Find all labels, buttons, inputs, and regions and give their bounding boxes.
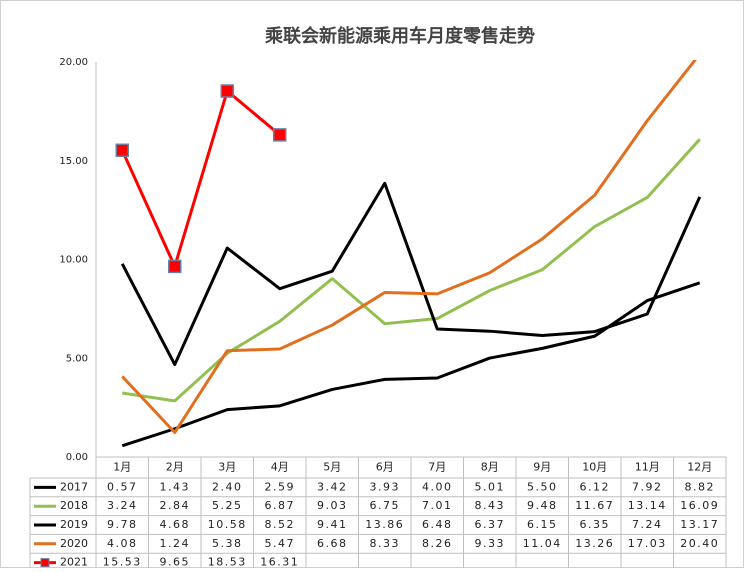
data-label: 2.40 (212, 480, 243, 493)
x-tick-label: 5月 (323, 461, 341, 474)
series-line (122, 138, 701, 403)
x-tick-label: 12月 (687, 461, 712, 474)
data-label: 9.41 (317, 518, 348, 531)
data-label: 20.40 (680, 537, 719, 550)
data-label: 5.38 (212, 537, 243, 550)
data-label: 9.48 (527, 499, 558, 512)
legend-label: 2021 (60, 556, 88, 568)
data-label: 5.47 (265, 537, 296, 550)
series-line (120, 89, 281, 268)
point-marker (220, 84, 234, 98)
data-label: 10.58 (208, 518, 247, 531)
x-tick-label: 4月 (271, 461, 289, 474)
legend-label: 2019 (60, 518, 88, 531)
data-label: 6.15 (527, 518, 558, 531)
x-tick-label: 1月 (113, 461, 131, 474)
data-label: 13.17 (680, 518, 719, 531)
data-label: 8.52 (265, 518, 296, 531)
data-label: 9.03 (317, 499, 348, 512)
data-label: 6.37 (475, 518, 506, 531)
point-marker (273, 128, 287, 142)
series-line (121, 60, 698, 435)
series-line (121, 281, 701, 448)
point-marker (168, 259, 182, 274)
data-label: 8.82 (685, 480, 716, 493)
data-label: 1.24 (160, 537, 191, 550)
y-tick-label: 0.00 (66, 452, 88, 463)
point-marker (115, 143, 129, 158)
data-label: 6.75 (370, 499, 401, 512)
data-label: 3.42 (317, 480, 348, 493)
plot (115, 60, 702, 448)
data-label: 8.33 (370, 537, 401, 550)
x-tick-label: 2月 (166, 461, 184, 474)
data-label: 4.68 (160, 518, 191, 531)
data-label: 13.26 (575, 537, 614, 550)
data-label: 1.43 (160, 480, 191, 493)
data-label: 6.35 (580, 518, 611, 531)
x-tick-label: 10月 (582, 461, 607, 474)
data-label: 6.68 (317, 537, 348, 550)
data-label: 9.33 (475, 537, 506, 550)
x-tick-label: 11月 (635, 461, 660, 474)
data-label: 6.48 (422, 518, 453, 531)
x-tick-label: 6月 (376, 461, 394, 474)
legend-label: 2017 (60, 480, 88, 493)
chart-title: 乘联会新能源乘用车月度零售走势 (264, 25, 535, 47)
series-line (120, 181, 702, 367)
x-tick-label: 8月 (481, 461, 499, 474)
data-label: 16.31 (260, 556, 299, 568)
data-label: 8.26 (422, 537, 453, 550)
x-tick-label: 7月 (428, 461, 446, 474)
x-tick-label: 3月 (218, 461, 236, 474)
legend-marker (40, 558, 50, 568)
data-label: 11.04 (523, 537, 562, 550)
data-label: 2.59 (265, 480, 296, 493)
data-label: 13.86 (365, 518, 404, 531)
data-label: 17.03 (628, 537, 667, 550)
data-label: 15.53 (103, 556, 142, 568)
data-label: 2.84 (160, 499, 191, 512)
data-label: 8.43 (475, 499, 506, 512)
y-tick-label: 10.00 (59, 255, 88, 266)
data-label: 4.00 (422, 480, 453, 493)
data-label: 7.24 (632, 518, 663, 531)
y-tick-label: 15.00 (59, 156, 88, 167)
data-label: 5.50 (527, 480, 558, 493)
y-tick-label: 5.00 (66, 353, 88, 364)
data-label: 9.65 (160, 556, 191, 568)
x-tick-label: 9月 (533, 461, 551, 474)
data-label: 3.93 (370, 480, 401, 493)
data-label: 18.53 (208, 556, 247, 568)
data-label: 7.92 (632, 480, 663, 493)
data-label: 6.12 (580, 480, 611, 493)
data-label: 5.01 (475, 480, 506, 493)
data-label: 4.08 (107, 537, 138, 550)
data-label: 11.67 (575, 499, 614, 512)
data-label: 7.01 (422, 499, 453, 512)
data-label: 3.24 (107, 499, 138, 512)
data-label: 13.14 (628, 499, 667, 512)
y-tick-label: 20.00 (59, 57, 88, 68)
data-label: 6.87 (265, 499, 296, 512)
data-label: 16.09 (680, 499, 719, 512)
data-label: 0.57 (107, 480, 138, 493)
legend-label: 2020 (60, 537, 88, 550)
data-label: 5.25 (212, 499, 243, 512)
legend-label: 2018 (60, 499, 88, 512)
data-label: 9.78 (107, 518, 138, 531)
